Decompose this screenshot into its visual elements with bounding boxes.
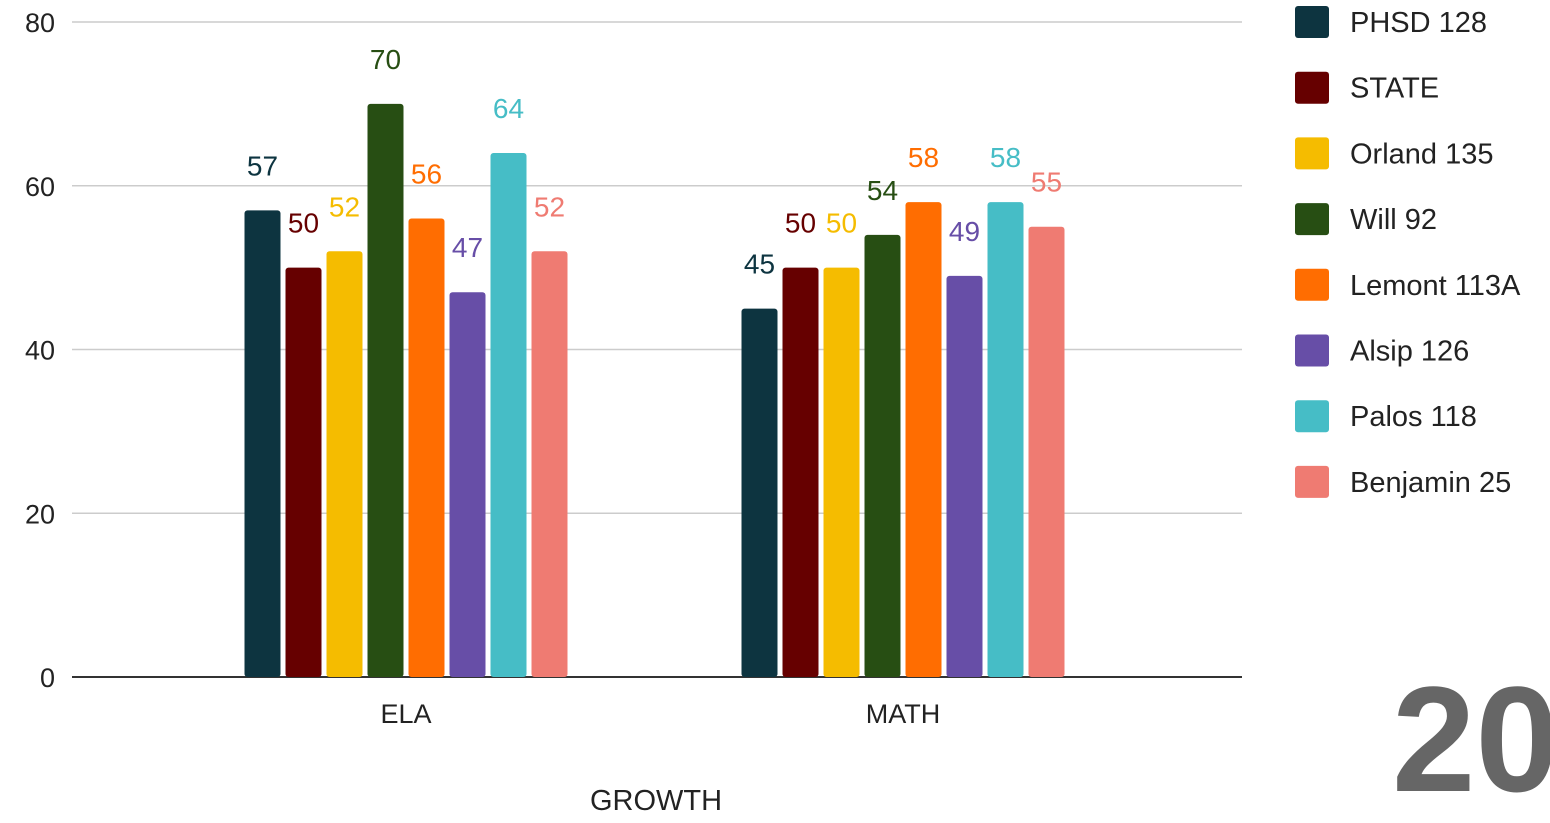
bar bbox=[741, 308, 778, 677]
legend-item: Palos 118 bbox=[1295, 400, 1477, 433]
legend-swatch bbox=[1295, 71, 1329, 104]
data-label: 50 bbox=[785, 208, 816, 239]
bar bbox=[782, 267, 819, 677]
bar bbox=[408, 218, 445, 677]
data-label: 50 bbox=[826, 208, 857, 239]
data-label: 57 bbox=[247, 150, 278, 181]
bar bbox=[864, 234, 901, 677]
data-label: 64 bbox=[493, 93, 524, 124]
y-axis-ticks: 0 20 40 60 80 bbox=[25, 8, 55, 693]
data-label: 52 bbox=[534, 191, 565, 222]
bar bbox=[946, 275, 983, 677]
data-label: 58 bbox=[908, 142, 939, 173]
data-label: 52 bbox=[329, 191, 360, 222]
data-label: 70 bbox=[370, 44, 401, 75]
legend-swatch bbox=[1295, 465, 1329, 498]
legend-label: PHSD 128 bbox=[1350, 7, 1487, 39]
legend-label: Will 92 bbox=[1350, 204, 1437, 236]
data-label: 50 bbox=[288, 208, 319, 239]
legend-item: Lemont 113A bbox=[1295, 268, 1521, 302]
data-labels: 57 50 52 70 56 47 64 52 45 50 50 54 58 49 58 55 bbox=[247, 44, 1062, 280]
bar bbox=[531, 251, 568, 677]
legend-swatch bbox=[1295, 137, 1329, 170]
bars bbox=[244, 103, 1065, 677]
x-category-label: ELA bbox=[380, 699, 431, 729]
legend-swatch bbox=[1295, 268, 1329, 301]
bar bbox=[367, 103, 404, 677]
legend: PHSD 128 STATE Orland 135 Will 92 Lemont 113… bbox=[1295, 6, 1521, 499]
bar bbox=[244, 210, 281, 677]
y-tick-label: 40 bbox=[25, 336, 55, 366]
data-label: 56 bbox=[411, 159, 442, 190]
y-tick-label: 0 bbox=[40, 663, 55, 693]
legend-label: Palos 118 bbox=[1350, 401, 1477, 433]
x-category-label: MATH bbox=[866, 699, 941, 729]
legend-label: Alsip 126 bbox=[1350, 336, 1469, 368]
legend-label: Lemont 113A bbox=[1350, 270, 1521, 302]
data-label: 55 bbox=[1031, 167, 1062, 198]
legend-label: Orland 135 bbox=[1350, 138, 1494, 170]
bar bbox=[1028, 226, 1065, 677]
legend-item: PHSD 128 bbox=[1295, 6, 1487, 39]
legend-item: Orland 135 bbox=[1295, 137, 1494, 170]
data-label: 58 bbox=[990, 142, 1021, 173]
legend-item: STATE bbox=[1295, 71, 1439, 105]
bar bbox=[449, 292, 486, 677]
data-label: 45 bbox=[744, 249, 775, 280]
legend-label: STATE bbox=[1350, 73, 1439, 105]
legend-item: Will 92 bbox=[1295, 203, 1437, 236]
x-axis-title: GROWTH bbox=[590, 785, 722, 815]
data-label: 49 bbox=[949, 216, 980, 247]
legend-item: Benjamin 25 bbox=[1295, 465, 1511, 499]
bar bbox=[823, 267, 860, 677]
bar bbox=[285, 267, 322, 677]
y-tick-label: 60 bbox=[25, 172, 55, 202]
bar bbox=[905, 202, 942, 677]
legend-item: Alsip 126 bbox=[1295, 334, 1469, 368]
y-tick-label: 80 bbox=[25, 8, 55, 38]
data-label: 54 bbox=[867, 175, 898, 206]
bar bbox=[987, 202, 1024, 677]
bar bbox=[490, 153, 527, 677]
legend-label: Benjamin 25 bbox=[1350, 467, 1511, 499]
legend-swatch bbox=[1295, 400, 1329, 433]
data-label: 47 bbox=[452, 232, 483, 263]
y-tick-label: 20 bbox=[25, 499, 55, 529]
corner-number: 20 bbox=[1392, 655, 1550, 823]
legend-swatch bbox=[1295, 334, 1329, 367]
x-axis-categories: ELA MATH bbox=[380, 699, 940, 729]
legend-swatch bbox=[1295, 6, 1329, 38]
legend-swatch bbox=[1295, 203, 1329, 236]
bar bbox=[326, 251, 363, 677]
